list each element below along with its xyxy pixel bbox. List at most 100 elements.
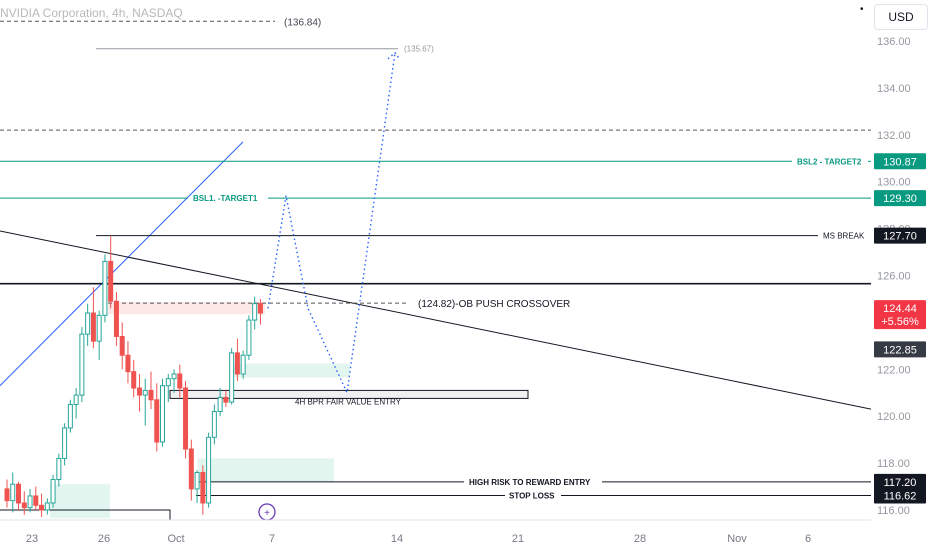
falling-trendline (0, 230, 872, 410)
price-badge (874, 227, 926, 244)
price-badge (874, 341, 926, 358)
price-badge (874, 487, 926, 504)
candle-body (21, 502, 27, 509)
price-tick-label: 118.00 (877, 458, 910, 470)
candle-body (136, 387, 142, 396)
range-box (0, 509, 171, 520)
level-label-ms-break: MS BREAK (823, 232, 865, 241)
candle-body (252, 303, 258, 321)
candle-body (73, 394, 79, 405)
dot-marker: • (860, 4, 864, 15)
price-badge-label: 117.20 (884, 477, 917, 489)
candle-body (44, 502, 50, 511)
projection-arrowhead (387, 51, 401, 61)
price-badge (874, 190, 926, 207)
candle-body (108, 260, 114, 302)
level-label-136-84: (136.84) (284, 17, 321, 28)
price-badge-label: +5.56% (881, 316, 919, 328)
candle-body (229, 352, 235, 403)
plot-background (0, 0, 871, 520)
level-label-ob-push: (124.82)-OB PUSH CROSSOVER (418, 299, 570, 310)
candle-body (194, 471, 200, 490)
time-tick-label: 26 (98, 533, 110, 545)
time-tick-label: 28 (634, 533, 646, 545)
fvg-entry-label: 4H BPR FAIR VALUE ENTRY (295, 398, 402, 407)
candle-body (27, 495, 33, 509)
time-tick-label: 7 (269, 533, 275, 545)
candle-body (217, 396, 223, 413)
candle-body (183, 387, 189, 450)
candle-body (96, 314, 102, 342)
candle-body (67, 403, 73, 429)
fvg-zone-upper (232, 363, 350, 378)
candle-body (160, 385, 166, 443)
level-label-high-rr: HIGH RISK TO REWARD ENTRY (469, 478, 591, 487)
time-tick-label: 23 (26, 533, 38, 545)
candle-body (119, 335, 125, 356)
price-badge (874, 313, 926, 330)
level-label-135-67: (135.67) (404, 45, 434, 54)
level-label-bsl1: BSL1. -TARGET1 (193, 194, 258, 203)
candle-body (131, 371, 137, 389)
price-tick-label: 134.00 (877, 83, 911, 95)
candle-body (10, 483, 16, 502)
price-badge-label: 116.62 (884, 490, 917, 502)
ob-zone (108, 302, 265, 315)
candle-body (90, 312, 96, 342)
candle-body (223, 396, 229, 403)
candle-body (56, 457, 62, 481)
time-tick-label: 6 (805, 533, 811, 545)
candle-body (211, 411, 217, 438)
candle-body (148, 389, 154, 401)
price-badge-label: 122.85 (883, 344, 917, 356)
candle-body (50, 479, 56, 504)
candle-body (240, 354, 246, 375)
candle-body (188, 448, 194, 490)
candle-body (246, 319, 252, 356)
price-badge (874, 473, 926, 490)
candle-body (16, 483, 22, 504)
fvg-entry-box (169, 389, 529, 399)
price-tick-label: 122.00 (877, 364, 911, 376)
candle-body (33, 495, 39, 506)
candle-body (62, 427, 68, 459)
candle-body (171, 373, 177, 380)
price-tick-label: 130.00 (877, 177, 911, 189)
entry-zone (198, 458, 334, 482)
rising-trendline (0, 141, 244, 387)
time-tick-label: 14 (391, 533, 403, 545)
time-tick-label: Oct (167, 533, 184, 545)
candle-body (39, 504, 45, 511)
time-tick-label: Nov (727, 533, 747, 545)
candle-body (102, 260, 108, 316)
currency-button[interactable]: USD (874, 4, 928, 30)
symbol-title[interactable]: NVIDIA Corporation, 4h, NASDAQ (0, 6, 183, 20)
price-badge-label: 130.87 (883, 156, 917, 168)
candle-body (257, 303, 263, 314)
support-zone (50, 484, 110, 519)
price-badge (874, 300, 926, 317)
level-label-bsl2: BSL2 - TARGET2 (797, 157, 862, 166)
price-tick-label: 132.00 (877, 130, 911, 142)
price-badge (874, 153, 926, 170)
candle-body (79, 333, 85, 396)
time-tick-label: 21 (512, 533, 524, 545)
price-axis (871, 0, 932, 550)
candle-body (142, 389, 148, 396)
candle-body (206, 436, 212, 504)
candle-body (154, 399, 160, 443)
event-marker-glyph: + (264, 508, 270, 519)
price-badge-label: 127.70 (883, 231, 917, 243)
candle-body (113, 300, 119, 337)
candle-body (125, 354, 131, 373)
price-tick-label: 116.00 (877, 505, 910, 517)
price-tick-label: 136.00 (877, 36, 911, 48)
candle-body (85, 312, 91, 335)
candle-body (234, 352, 240, 375)
candle-body (200, 471, 206, 504)
level-label-stop-loss: STOP LOSS (509, 491, 555, 500)
candle-body (4, 488, 10, 502)
price-badge-label: 129.30 (883, 193, 917, 205)
price-tick-label: 126.00 (877, 271, 911, 283)
